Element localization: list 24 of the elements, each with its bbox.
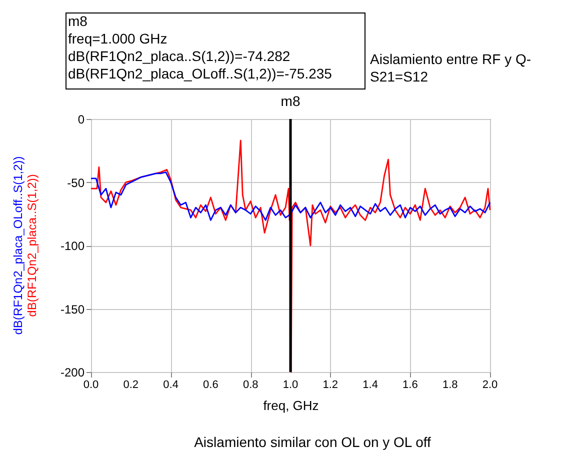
y-tick-label: -50: [67, 176, 85, 190]
x-axis-title: freq, GHz: [263, 398, 319, 413]
x-tick-label: 1.4: [362, 379, 378, 391]
x-tick-label: 0.4: [163, 379, 178, 391]
x-tick-label: 1.6: [402, 379, 418, 391]
x-tick-label: 0.8: [242, 379, 258, 391]
x-tick-label: 1.0: [282, 379, 298, 391]
y-tick-label: -150: [60, 302, 85, 316]
x-tick-label: 1.2: [322, 379, 338, 391]
x-tick-label: 1.8: [442, 379, 458, 391]
text: dB(RF1Qn2_placa..S(1,2)): [25, 174, 39, 317]
text: m8 freq=1.000 GHz dB(RF1Qn2_placa..S(1,2))=-74.282 dB(RF1Qn2_placa_OLoff..S(1,2))=-75.235: [68, 13, 332, 82]
x-tick-label: 0.2: [123, 379, 139, 391]
y-tick-label: -200: [60, 366, 85, 380]
x-tick-label: 0.6: [203, 379, 218, 391]
x-tick-label: 0.0: [83, 379, 99, 391]
text: Aislamiento similar con OL on y OL off: [194, 434, 432, 450]
text: dB(RF1Qn2_placa_OLoff..S(1,2)): [11, 156, 25, 335]
y-tick-label: -100: [60, 239, 85, 253]
line-series: [90, 171, 491, 221]
y-tick-label: 0: [78, 112, 85, 126]
ref-line-label: m8: [280, 93, 300, 109]
x-tick-label: 2.0: [482, 379, 498, 391]
text: Aislamiento entre RF y Q- S21=S12: [370, 51, 532, 84]
